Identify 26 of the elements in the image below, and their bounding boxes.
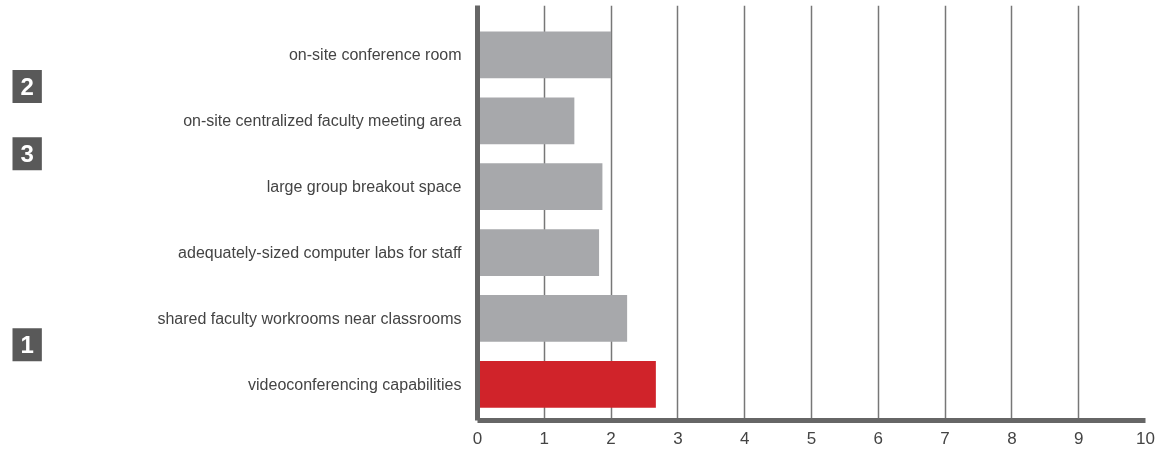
text: 1	[20, 331, 34, 359]
x-tick-label: 6	[873, 428, 884, 448]
y-tick-label: videoconferencing capabilities	[248, 375, 462, 393]
x-tick-label: 5	[806, 428, 817, 448]
y-tick-label: large group breakout space	[266, 178, 462, 196]
y-tick-label: on-site centralized faculty meeting area	[183, 112, 462, 130]
x-tick-label: 9	[1073, 428, 1084, 448]
x-tick-label: 10	[1136, 428, 1155, 448]
bar	[477, 295, 628, 342]
bar	[477, 360, 656, 408]
x-tick-label: 4	[739, 428, 750, 448]
bar	[477, 97, 575, 145]
y-tick-label: on-site conference room	[288, 46, 462, 64]
bar	[477, 229, 600, 276]
x-tick-label: 7	[940, 428, 950, 448]
x-tick-label: 1	[539, 428, 550, 448]
text: 3	[20, 140, 34, 168]
x-tick-label: 8	[1007, 428, 1017, 448]
text: 2	[20, 73, 34, 101]
y-tick-label: shared faculty workrooms near classrooms	[157, 309, 462, 327]
x-tick-label: 0	[472, 428, 483, 448]
bar	[477, 163, 603, 211]
y-tick-label: adequately-sized computer labs for staff	[178, 244, 463, 262]
x-tick-label: 2	[606, 428, 616, 448]
bar	[477, 31, 612, 79]
x-tick-label: 3	[673, 428, 683, 448]
